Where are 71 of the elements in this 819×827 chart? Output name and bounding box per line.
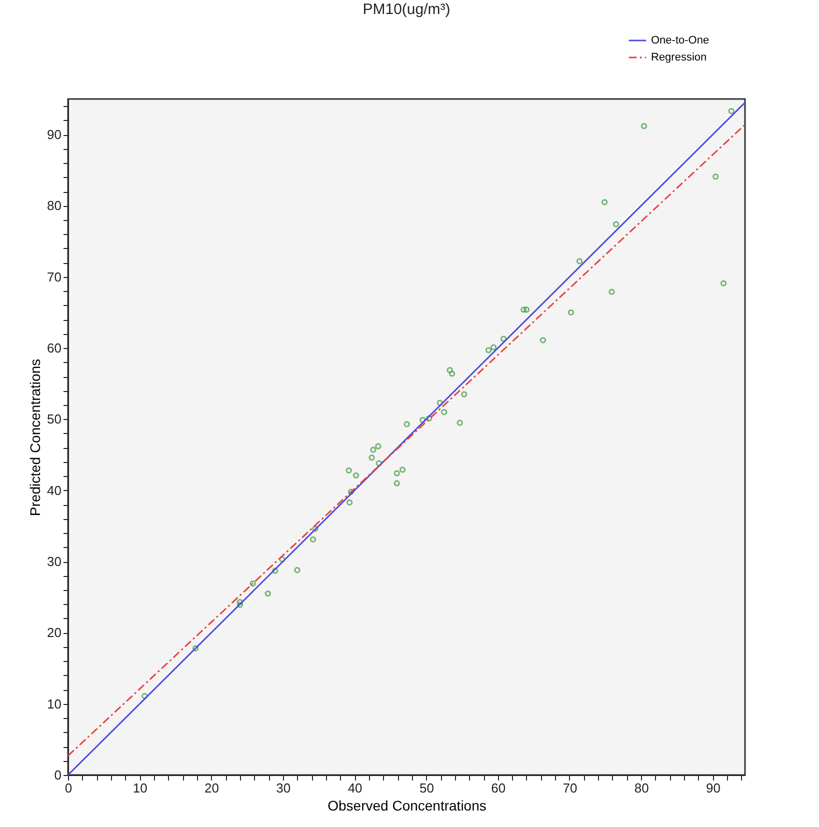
point — [399, 466, 406, 473]
point — [441, 409, 448, 416]
point — [612, 221, 620, 228]
point — [352, 472, 360, 479]
point — [448, 370, 456, 377]
point — [142, 692, 148, 700]
y-tick-label: 10 — [47, 696, 62, 712]
legend-label: One-to-One — [651, 34, 710, 46]
x-tick-label: 50 — [419, 780, 434, 796]
point — [375, 443, 382, 450]
point — [461, 391, 468, 398]
point — [370, 446, 376, 453]
y-tick-label: 50 — [47, 412, 62, 427]
point — [236, 602, 244, 608]
x-tick-label: 20 — [204, 780, 220, 796]
y-tick-label: 30 — [47, 554, 62, 570]
y-tick-label: 40 — [47, 482, 62, 498]
y-tick-label: 0 — [54, 768, 62, 782]
x-tick-label: 80 — [634, 780, 649, 796]
y-tick-label: 90 — [47, 127, 62, 142]
point — [500, 336, 507, 342]
point — [236, 598, 244, 606]
point — [608, 288, 615, 295]
point — [456, 420, 463, 426]
point — [436, 400, 443, 406]
point — [640, 122, 648, 130]
point — [264, 590, 271, 597]
x-tick-label: 90 — [706, 780, 720, 796]
point — [394, 480, 400, 486]
point — [250, 580, 256, 587]
point — [446, 367, 453, 374]
chart-title: PM10(ug/m³) — [362, 1, 450, 18]
point — [720, 280, 727, 286]
y-tick-label: 60 — [47, 340, 62, 356]
point — [279, 556, 286, 562]
x-axis-title: Observed Concentrations — [328, 798, 486, 814]
y-tick-label: 70 — [47, 269, 62, 284]
point — [348, 488, 354, 495]
point — [272, 568, 278, 574]
x-tick-label: 70 — [562, 780, 578, 796]
point — [576, 258, 583, 264]
point — [485, 347, 492, 354]
y-tick-label: 80 — [47, 198, 62, 214]
x-tick-label: 0 — [64, 780, 72, 796]
legend-label: Regression — [651, 52, 707, 64]
point — [426, 415, 432, 422]
x-tick-label: 40 — [348, 780, 362, 796]
x-tick-label: 30 — [276, 780, 291, 796]
point — [568, 309, 574, 316]
point — [520, 306, 527, 313]
point — [368, 454, 375, 461]
point — [523, 306, 530, 313]
y-tick-label: 20 — [47, 625, 62, 640]
point — [712, 173, 719, 180]
point — [294, 566, 300, 574]
point — [601, 199, 608, 206]
point — [312, 526, 318, 532]
x-tick-label: 10 — [132, 780, 148, 796]
point — [346, 499, 353, 506]
y-axis-title: Predicted Concentrations — [27, 358, 44, 516]
point — [346, 467, 352, 474]
x-tick-label: 60 — [491, 780, 506, 796]
point — [376, 460, 382, 466]
point — [540, 337, 546, 344]
point — [728, 108, 734, 114]
point — [310, 536, 316, 543]
point — [394, 470, 400, 476]
point — [192, 645, 199, 652]
point — [490, 344, 497, 350]
point — [420, 416, 426, 424]
point — [404, 421, 410, 428]
